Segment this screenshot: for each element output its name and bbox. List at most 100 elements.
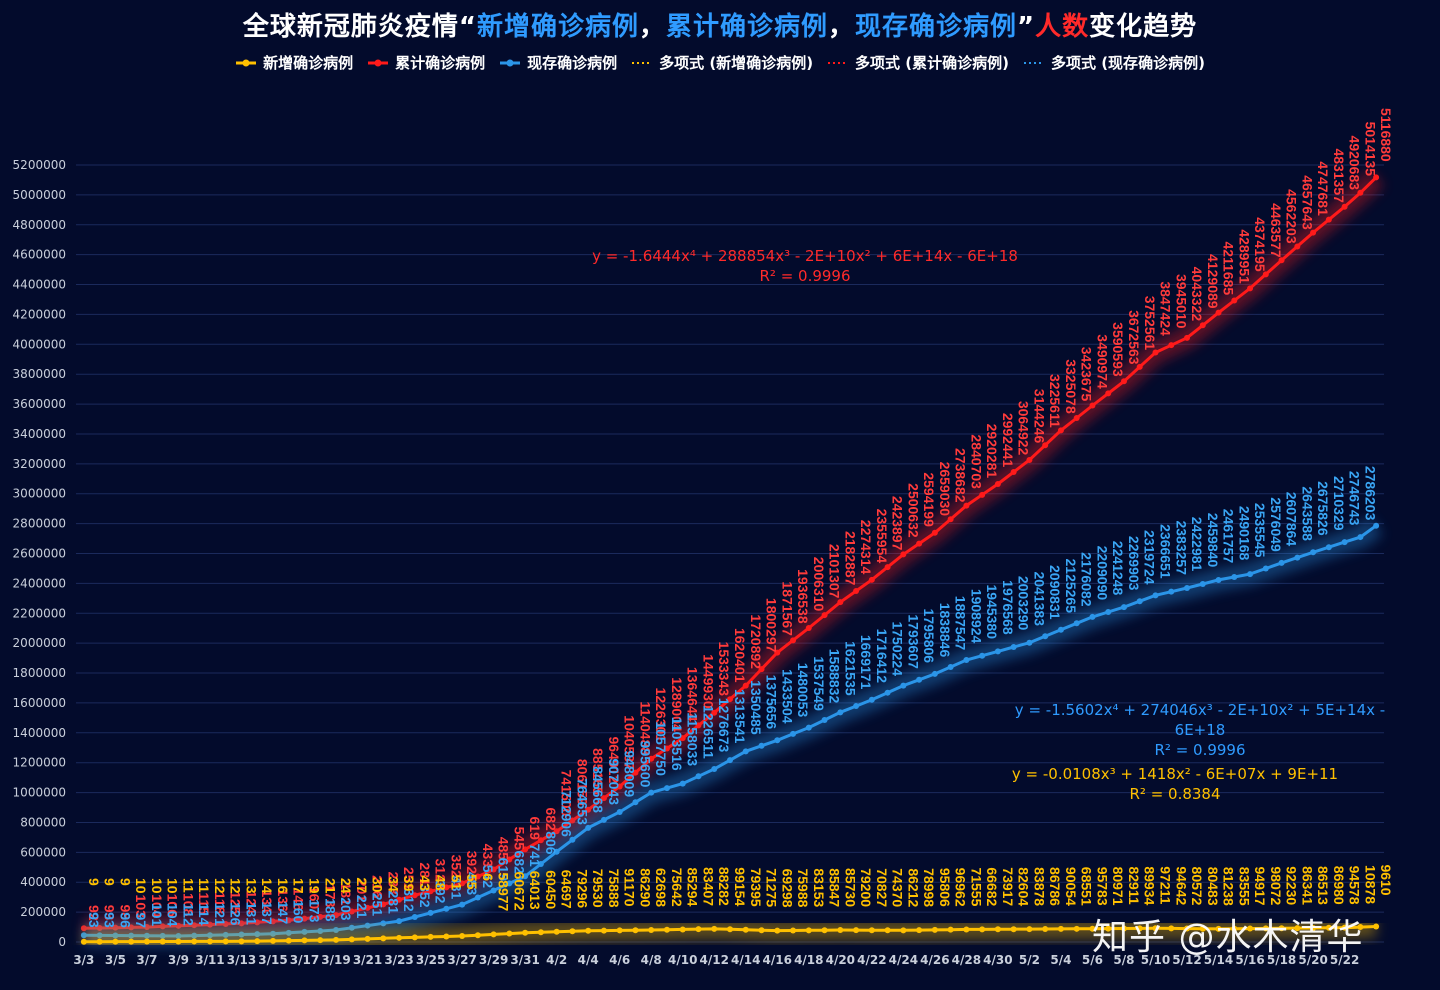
data-label: 82911 — [1126, 866, 1142, 904]
data-point — [459, 901, 466, 908]
data-point — [490, 931, 497, 938]
x-tick-label: 5/14 — [1204, 953, 1233, 967]
data-label: 11 — [180, 878, 196, 893]
data-point — [900, 551, 907, 558]
data-label: 221 — [354, 895, 370, 919]
data-point — [474, 873, 481, 880]
data-label: 806 — [543, 831, 559, 855]
data-label: 125 — [228, 891, 244, 915]
data-label: 948009 — [622, 750, 638, 797]
data-label: 96 — [117, 912, 133, 928]
data-point — [1184, 585, 1191, 592]
data-label: 10 — [133, 878, 149, 894]
data-point — [1152, 349, 1159, 356]
data-point — [569, 928, 576, 935]
data-label: 55 — [464, 874, 480, 890]
data-point — [648, 755, 655, 762]
data-point — [711, 709, 718, 716]
data-point — [1247, 571, 1254, 578]
data-label: 2090831 — [1047, 565, 1063, 620]
data-label: 34 — [385, 876, 401, 892]
data-label: 27 — [354, 877, 370, 893]
data-label: 79395 — [748, 868, 764, 907]
data-point — [632, 769, 639, 776]
data-point — [1026, 639, 1033, 646]
data-point — [774, 737, 781, 744]
data-label: 2490168 — [1236, 506, 1252, 561]
data-label: 80971 — [1110, 867, 1126, 906]
x-tick-label: 4/8 — [641, 953, 662, 967]
data-point — [427, 933, 434, 940]
data-label: 11 — [196, 878, 212, 893]
data-point — [191, 938, 198, 945]
data-label: 71555 — [968, 867, 984, 906]
data-label: 96962 — [953, 868, 969, 907]
data-label: 121 — [212, 902, 228, 926]
data-point — [1184, 925, 1191, 932]
data-point — [1341, 539, 1348, 546]
y-tick-label: 3800000 — [13, 367, 66, 381]
x-tick-label: 3/19 — [321, 953, 350, 967]
data-point — [175, 938, 182, 945]
data-point — [821, 927, 828, 934]
data-label: 1276673 — [716, 698, 732, 753]
data-point — [979, 652, 986, 659]
y-tick-label: 0 — [58, 935, 66, 949]
data-label: 62698 — [653, 868, 669, 907]
data-label: 2500632 — [905, 483, 921, 538]
data-label: 619 — [496, 858, 512, 882]
data-point — [364, 922, 371, 929]
data-point — [600, 816, 607, 823]
data-point — [1247, 925, 1254, 932]
x-tick-label: 3/21 — [353, 953, 382, 967]
data-point — [1310, 549, 1317, 556]
data-point — [396, 918, 403, 925]
data-label: 1887547 — [953, 596, 969, 651]
y-tick-label: 2000000 — [13, 636, 66, 650]
equation-cumulative-formula: y = -1.6444x⁴ + 288854x³ - 2E+10x² + 6E+… — [592, 247, 1018, 265]
data-label: 1364644 — [685, 667, 701, 722]
equation-new: y = -0.0108x³ + 1418x² - 6E+07x + 9E+11 … — [1010, 764, 1340, 804]
data-point — [285, 937, 292, 944]
data-label: 2366651 — [1157, 524, 1173, 579]
legend-item: 现存确诊病例 — [499, 52, 617, 73]
x-tick-label: 5/8 — [1113, 953, 1134, 967]
y-tick-label: 5000000 — [13, 188, 66, 202]
data-point — [348, 936, 355, 943]
data-point — [742, 682, 749, 689]
x-tick-label: 4/16 — [763, 953, 792, 967]
data-label: 1537549 — [811, 656, 827, 711]
data-point — [868, 927, 875, 934]
data-label: 85730 — [842, 868, 858, 907]
data-label: 4747681 — [1315, 161, 1331, 216]
data-label: 60450 — [543, 870, 559, 909]
data-point — [1262, 271, 1269, 278]
data-point — [143, 938, 150, 945]
data-label: 995600 — [637, 741, 653, 788]
data-label: 79530 — [590, 869, 606, 908]
data-point — [1105, 925, 1112, 932]
data-label: 845668 — [590, 766, 606, 813]
data-point — [1010, 926, 1017, 933]
data-label: 94917 — [1252, 867, 1268, 906]
data-label: 1533343 — [716, 642, 732, 697]
data-point — [301, 937, 308, 944]
data-label: 94642 — [1173, 866, 1189, 905]
data-point — [1136, 598, 1143, 605]
data-label: 79296 — [574, 869, 590, 908]
data-point — [585, 927, 592, 934]
data-point — [884, 927, 891, 934]
data-point — [916, 540, 923, 547]
data-point — [600, 795, 607, 802]
x-tick-label: 3/23 — [384, 953, 413, 967]
data-point — [695, 722, 702, 729]
data-label: 2006310 — [811, 557, 827, 612]
x-tick-label: 4/12 — [700, 953, 729, 967]
data-label: 78998 — [921, 868, 937, 907]
equation-existing-formula: y = -1.5602x⁴ + 274046x³ - 2E+10x² + 5E+… — [1014, 701, 1386, 739]
data-label: 80483 — [1205, 867, 1221, 906]
data-label: 93 — [102, 905, 118, 921]
legend-item: 多项式 (现存确诊病例) — [1023, 52, 1205, 73]
y-tick-label: 2400000 — [13, 576, 66, 590]
data-point — [1120, 378, 1127, 385]
